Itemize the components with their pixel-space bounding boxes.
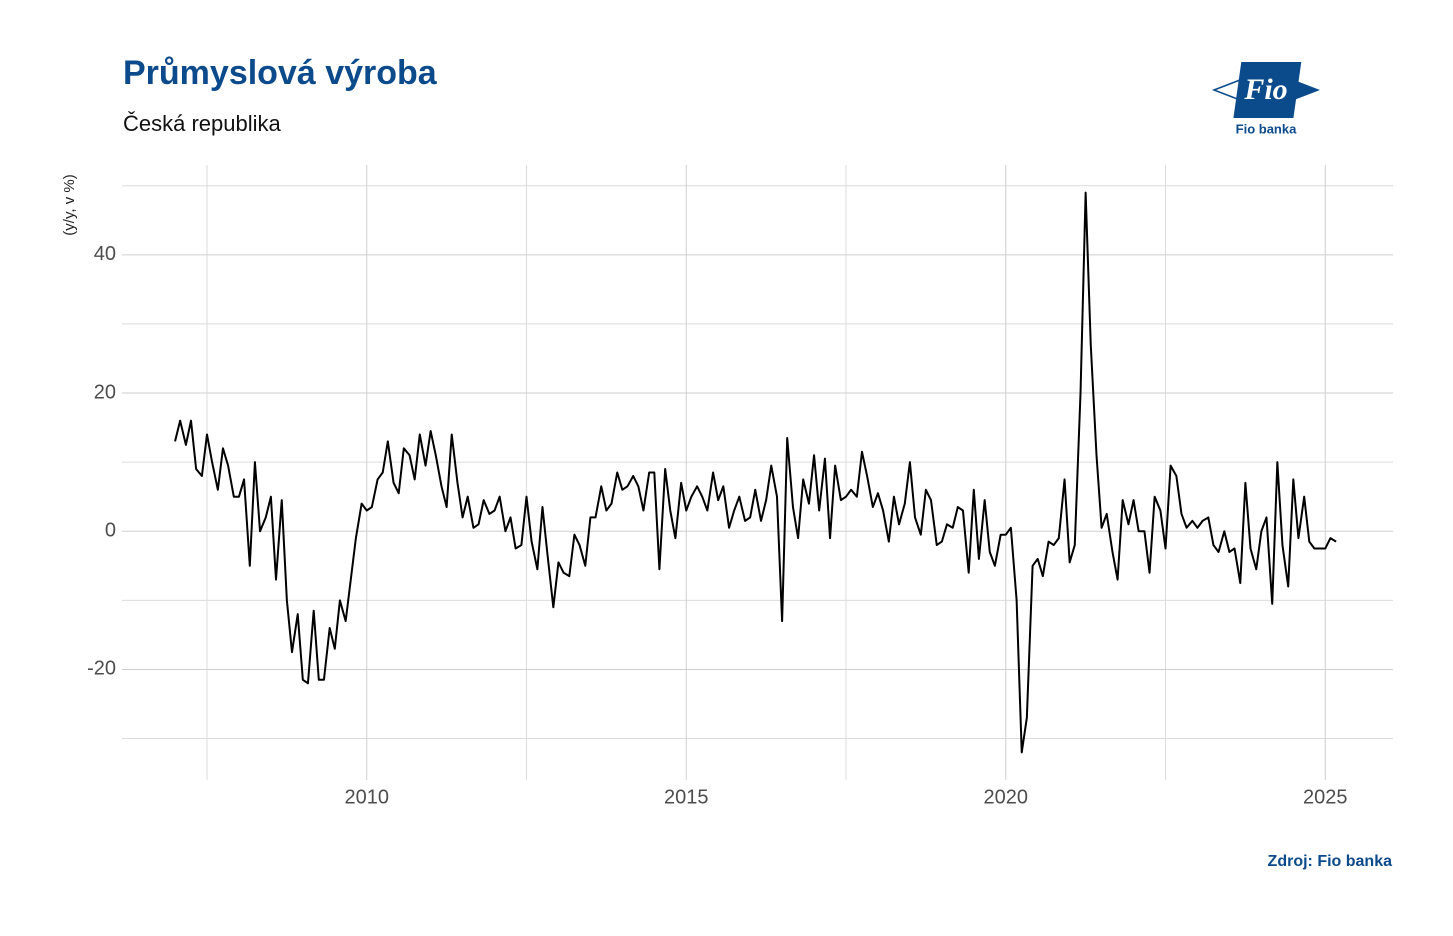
y-axis-label: (y/y, v %): [61, 174, 78, 235]
logo-name: Fio banka: [1236, 121, 1297, 136]
chart-subtitle: Česká republika: [123, 111, 282, 136]
logo-shape: [1233, 62, 1302, 118]
x-tick-label: 2010: [344, 786, 389, 808]
chart-title: Průmyslová výroba: [123, 54, 438, 92]
logo: Fio Fio banka: [1211, 62, 1320, 136]
logo-mark: Fio: [1243, 73, 1287, 106]
y-tick-label: 0: [105, 520, 116, 542]
y-tick-label: -20: [87, 658, 116, 680]
x-tick-label: 2020: [984, 786, 1029, 808]
logo-shape: [1211, 78, 1241, 102]
y-tick-label: 20: [94, 381, 116, 403]
logo-shape: [1294, 80, 1320, 100]
data-line: [174, 191, 1337, 754]
source: Zdroj: Fio banka: [1268, 853, 1393, 870]
y-tick-label: 40: [94, 243, 116, 265]
x-tick-label: 2015: [664, 786, 709, 808]
x-tick-label: 2025: [1303, 786, 1348, 808]
